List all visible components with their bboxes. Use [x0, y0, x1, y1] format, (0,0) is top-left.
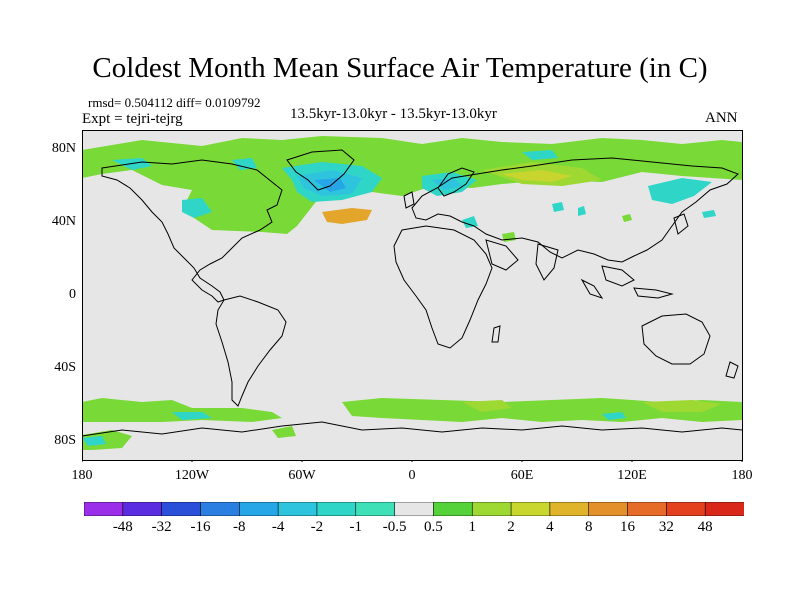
world-map [82, 130, 743, 462]
lon-label-60e: 60E [510, 468, 534, 483]
colorbar-swatch [277, 502, 318, 516]
colorbar-swatch [200, 502, 240, 516]
map-subtitle: 13.5kyr-13.0kyr - 13.5kyr-13.0kyr [290, 106, 497, 122]
colorbar-label: 4 [546, 519, 554, 535]
colorbar-swatch [238, 502, 279, 516]
experiment-text: Expt = tejri-tejrg [82, 111, 183, 127]
colorbar-swatch [704, 502, 744, 516]
colorbar [84, 502, 744, 516]
colorbar-label: 0.5 [424, 519, 443, 535]
colorbar-swatch [394, 502, 435, 516]
lon-label-120w: 120W [174, 468, 210, 483]
lat-label-80s: 80S [54, 433, 76, 448]
colorbar-label: 1 [468, 519, 476, 535]
colorbar-swatch [471, 502, 512, 516]
colorbar-swatch [549, 502, 590, 516]
colorbar-label: 32 [658, 519, 674, 535]
colorbar-swatch [510, 502, 551, 516]
colorbar-swatch [433, 502, 473, 516]
axis-ticks [82, 460, 743, 462]
coastlines [82, 149, 742, 437]
colorbar-swatch [84, 502, 124, 516]
colorbar-swatch [122, 502, 163, 516]
colorbar-swatch [588, 502, 629, 516]
lat-label-40s: 40S [54, 360, 76, 375]
colorbar-label: -4 [271, 519, 285, 535]
lon-label-180e: 180 [731, 468, 753, 483]
colorbar-label: 8 [584, 519, 593, 535]
colorbar-swatch [355, 502, 396, 516]
colorbar-label: -16 [190, 519, 211, 535]
colorbar-swatch [161, 502, 202, 516]
southern-anomaly-fields [82, 398, 742, 450]
lat-label-80n: 80N [51, 141, 76, 156]
lon-label-60w: 60W [288, 468, 316, 483]
colorbar-label: -32 [151, 519, 172, 535]
colorbar-label: -8 [233, 519, 246, 535]
colorbar-label: -1 [349, 519, 363, 535]
lon-label-180w: 180 [71, 468, 93, 483]
colorbar-label: 2 [507, 519, 515, 535]
northern-anomaly-fields [82, 136, 742, 242]
colorbar-label: -2 [310, 519, 324, 535]
lon-label-120e: 120E [617, 468, 647, 483]
lat-label-0: 0 [69, 287, 76, 302]
season-label: ANN [705, 110, 738, 126]
colorbar-swatch [316, 502, 357, 516]
colorbar-label: -0.5 [382, 519, 407, 535]
colorbar-label: 16 [620, 519, 636, 535]
colorbar-swatch [666, 502, 706, 516]
colorbar-label: -48 [112, 519, 133, 535]
lat-label-40n: 40N [51, 214, 76, 229]
colorbar-swatch [627, 502, 667, 516]
map-title: Coldest Month Mean Surface Air Temperatu… [92, 52, 708, 84]
stats-text: rmsd= 0.504112 diff= 0.0109792 [88, 95, 261, 110]
lon-label-0: 0 [408, 468, 416, 483]
colorbar-label: 48 [697, 519, 713, 535]
